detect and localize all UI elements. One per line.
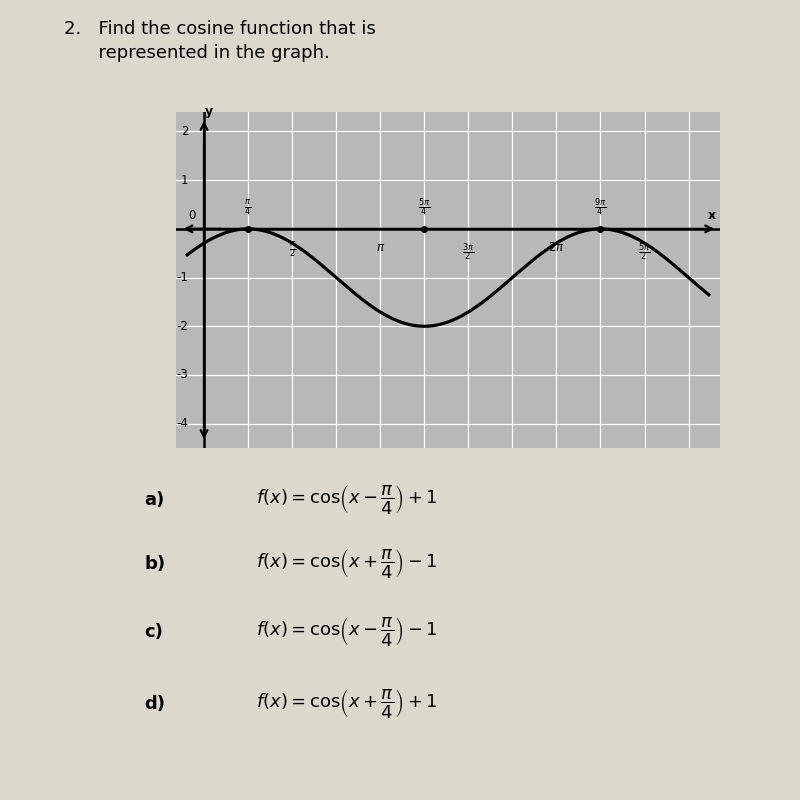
- Text: 2: 2: [181, 125, 188, 138]
- Text: -1: -1: [177, 271, 188, 284]
- Text: x: x: [707, 209, 716, 222]
- Text: $f(x) = \cos\!\left(x + \dfrac{\pi}{4}\right) + 1$: $f(x) = \cos\!\left(x + \dfrac{\pi}{4}\r…: [256, 687, 438, 721]
- Text: -3: -3: [177, 369, 188, 382]
- Text: $\frac{5\pi}{4}$: $\frac{5\pi}{4}$: [418, 197, 430, 218]
- Text: c): c): [144, 623, 163, 641]
- Text: $f(x) = \cos\!\left(x - \dfrac{\pi}{4}\right) - 1$: $f(x) = \cos\!\left(x - \dfrac{\pi}{4}\r…: [256, 615, 438, 649]
- Text: $f(x) = \cos\!\left(x + \dfrac{\pi}{4}\right) - 1$: $f(x) = \cos\!\left(x + \dfrac{\pi}{4}\r…: [256, 547, 438, 581]
- Text: 2.   Find the cosine function that is: 2. Find the cosine function that is: [64, 20, 376, 38]
- Text: $\frac{3\pi}{2}$: $\frac{3\pi}{2}$: [462, 241, 474, 262]
- Text: b): b): [144, 555, 165, 573]
- Text: $\frac{\pi}{2}$: $\frac{\pi}{2}$: [289, 241, 296, 260]
- Text: $f(x) = \cos\!\left(x - \dfrac{\pi}{4}\right) + 1$: $f(x) = \cos\!\left(x - \dfrac{\pi}{4}\r…: [256, 483, 438, 517]
- Text: -4: -4: [177, 417, 188, 430]
- Text: 1: 1: [181, 174, 188, 186]
- Text: 0: 0: [188, 209, 195, 222]
- Text: $\pi$: $\pi$: [376, 241, 385, 254]
- Text: a): a): [144, 491, 164, 509]
- Text: $2\pi$: $2\pi$: [548, 241, 565, 254]
- Text: y: y: [205, 105, 213, 118]
- Text: $\frac{\pi}{4}$: $\frac{\pi}{4}$: [245, 199, 252, 218]
- Text: -2: -2: [177, 320, 188, 333]
- Text: $\frac{9\pi}{4}$: $\frac{9\pi}{4}$: [594, 197, 606, 218]
- Text: $\frac{5\pi}{2}$: $\frac{5\pi}{2}$: [638, 241, 650, 262]
- Text: d): d): [144, 695, 165, 713]
- Text: represented in the graph.: represented in the graph.: [64, 44, 330, 62]
